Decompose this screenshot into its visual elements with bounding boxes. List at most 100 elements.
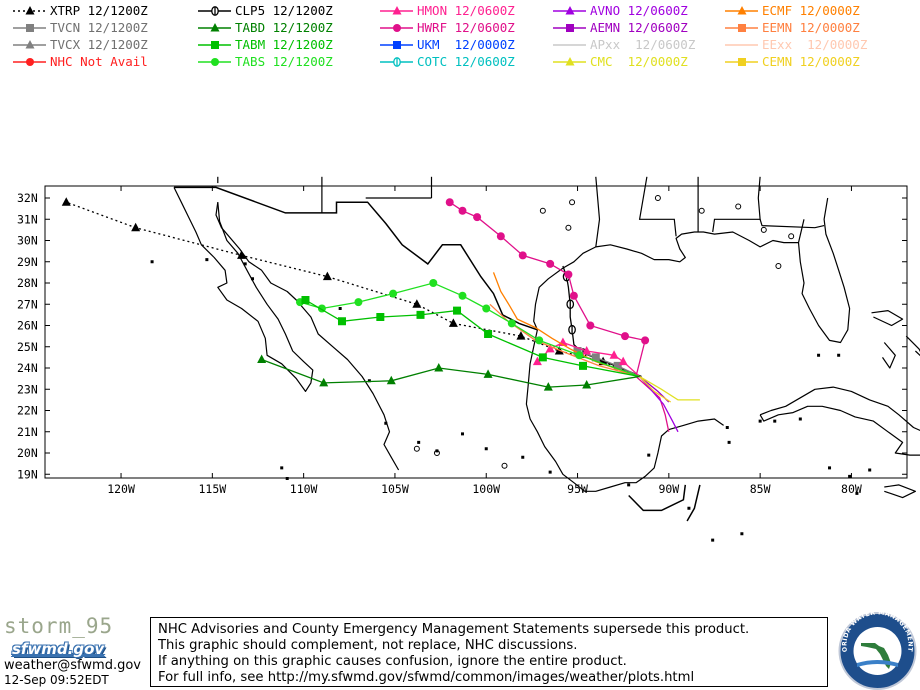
island-speck [798,417,802,421]
lat-tick-label: 19N [17,467,38,481]
legend-entry: TABS 12/1200Z [195,54,365,70]
track-point [496,232,505,241]
legend-label: TABS 12/1200Z [235,54,333,69]
legend-marker-icon [393,24,401,32]
track-point [131,222,141,232]
legend-swatch-icon [553,6,586,15]
legend-swatch-icon [13,40,46,49]
track-ecmf [492,272,640,378]
lake-outline [413,445,420,452]
lake-outline [565,224,572,231]
legend-swatch-icon [198,58,231,66]
legend-entry: AEMN 12/0600Z [550,20,720,36]
track-eemn [489,303,640,378]
lake-outline [698,207,705,214]
lat-tick-label: 28N [17,276,38,290]
legend-swatch-icon [725,58,758,66]
legend-marker-icon [26,24,34,32]
track-point [257,354,267,363]
legend-marker-icon [738,58,746,66]
legend-marker-icon [211,6,219,16]
track-point [564,270,573,279]
legend-marker-icon [393,41,401,49]
track-point [546,259,555,268]
legend-label: UKM 12/0000Z [417,37,515,52]
lat-tick-label: 20N [17,446,38,460]
track-point [445,198,454,207]
island-speck [727,440,731,444]
legend-swatch-icon [13,24,46,32]
legend-swatch-icon [198,23,231,32]
model-legend: XTRP 12/1200Z TVCN 12/1200Z TVCX 12/1200Z N… [0,0,920,70]
contact-email: weather@sfwmd.gov [4,658,141,673]
legend-swatch-icon [725,44,758,46]
coastline-segment [884,484,917,499]
track-line [489,303,640,378]
track-point [458,291,467,300]
lon-tick-label: 85W [750,482,771,496]
track-point [543,382,553,391]
legend-label: AEMN 12/0600Z [590,20,688,35]
track-line [261,358,640,388]
legend-label: XTRP 12/1200Z [50,3,148,18]
island-speck [461,432,465,436]
track-point [458,206,467,215]
track-map: 32N 31N 30N 29N 28N 27N 26N 25N 24N 23N 22N 21N 20N 1… [17,176,920,542]
legend-label: TABD 12/1200Z [235,20,333,35]
track-point [538,353,547,362]
state-line-segment [759,219,825,229]
legend-entry: TVCN 12/1200Z [10,20,180,36]
lon-tick-label: 80W [841,482,862,496]
legend-label: APxx 12/0600Z [590,37,696,52]
track-point [568,324,576,335]
coastline-segment [797,197,851,344]
track-point [453,306,462,315]
forecast-tracks [61,197,700,433]
lake-outline [539,207,546,214]
border-segment [174,186,538,331]
island-speck [647,453,651,457]
track-point [566,299,575,310]
track-point [412,299,422,308]
lake-outline [788,233,795,240]
track-point [386,375,396,385]
legend-label: CEMN 12/0000Z [762,54,860,69]
legend-swatch-icon [553,57,586,66]
lat-tick-label: 21N [17,425,38,439]
track-tabm [301,296,640,378]
island-layer [150,195,872,542]
island-speck [521,455,525,459]
track-point [582,346,592,355]
legend-entry: APxx 12/0600Z [550,37,720,53]
track-point [473,213,482,222]
disclaimer-box: NHC Advisories and County Emergency Mana… [150,617,828,687]
lake-outline [433,450,440,456]
track-point [518,251,527,260]
track-point [591,353,600,362]
legend-swatch-icon [13,58,46,66]
track-hmon [532,337,641,377]
storm-name: storm_95 [4,614,114,638]
track-point [61,197,71,206]
legend-entry: AVNO 12/0600Z [550,3,720,19]
track-point [516,331,526,340]
lon-tick-label: 115W [198,482,226,496]
lon-tick-label: 105W [381,482,409,496]
legend-swatch-icon [13,6,46,15]
lake-outline [760,226,767,233]
disclaimer-line: For full info, see http://my.sfwmd.gov/s… [158,670,695,685]
legend-swatch-icon [553,44,586,46]
coastline-segment [905,335,920,357]
axis-ticks: 32N 31N 30N 29N 28N 27N 26N 25N 24N 23N 22N 21N 20N 1… [17,186,907,496]
lon-tick-label: 90W [658,482,679,496]
track-hwrf [445,198,650,377]
legend-entry: TABD 12/1200Z [195,20,365,36]
track-line [639,376,672,403]
track-hwrf-tail [635,376,670,432]
track-point [535,336,544,345]
island-speck [205,258,209,262]
island-speck [758,419,762,423]
legend-label: CMC 12/0000Z [590,54,688,69]
track-point [641,336,650,345]
disclaimer-line: If anything on this graphic causes confu… [158,654,627,669]
